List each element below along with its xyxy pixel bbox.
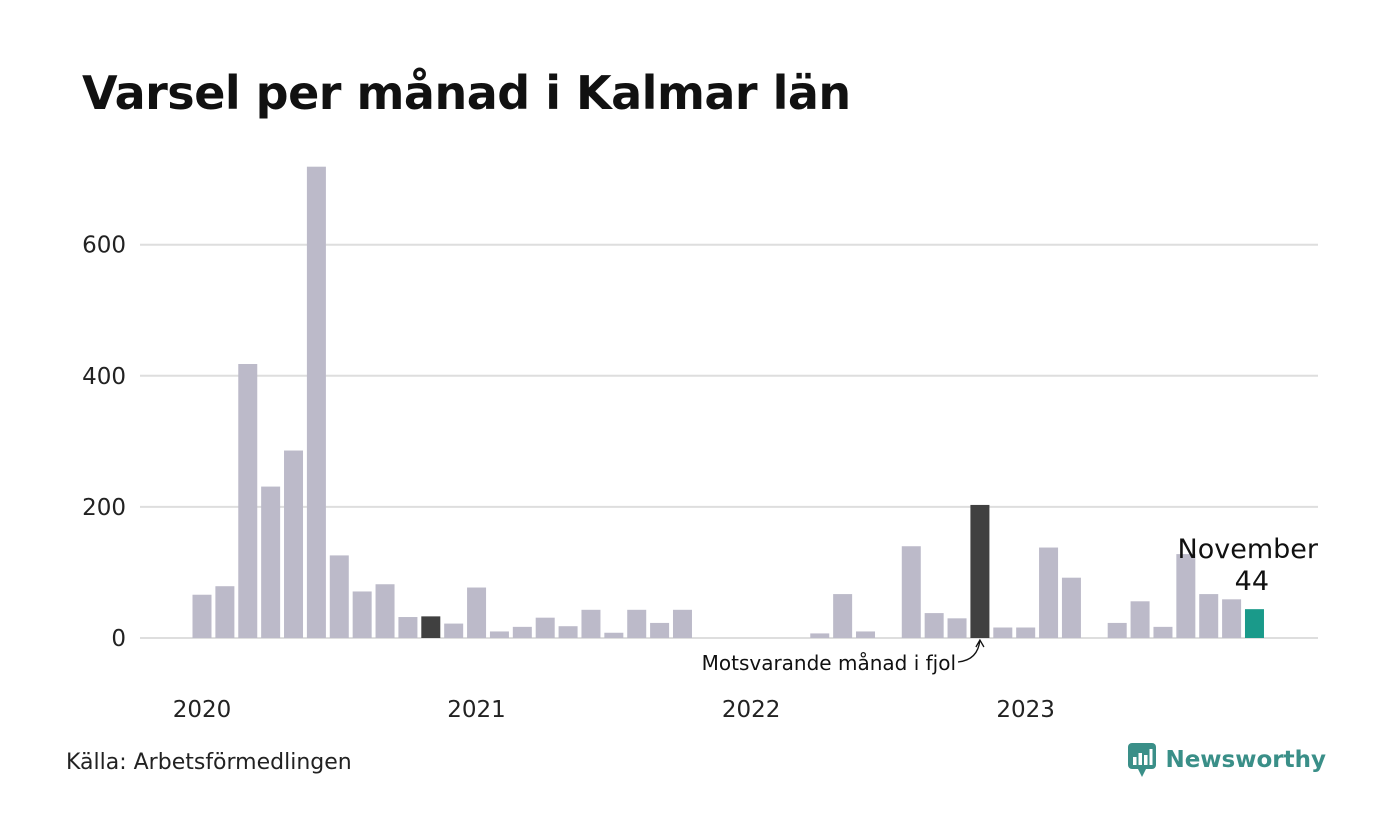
- bar-2022-08: [901, 546, 921, 638]
- bars: [192, 166, 1264, 638]
- bar-2022-11: [970, 504, 990, 638]
- bar-2022-04: [810, 633, 830, 638]
- bar-2023-08: [1176, 554, 1196, 638]
- bar-2023-02: [1039, 547, 1059, 638]
- bar-2021-03: [512, 626, 532, 638]
- bar-2020-05: [284, 450, 304, 638]
- bar-2021-04: [535, 617, 555, 638]
- bar-2023-01: [1016, 627, 1036, 638]
- x-axis-ticks: 2020 2021 2022 2023: [173, 697, 1055, 723]
- y-tick-label-600: 600: [82, 233, 126, 259]
- bar-2020-02: [215, 586, 235, 638]
- bar-2020-08: [352, 591, 372, 638]
- y-tick-label-0: 0: [111, 626, 126, 652]
- bar-2022-05: [833, 594, 853, 638]
- annotations: November 44 Motsvarande månad i fjol: [702, 534, 1319, 675]
- bar-2020-07: [329, 555, 349, 638]
- bar-2023-10: [1222, 599, 1242, 638]
- current-value-label: 44: [1235, 566, 1269, 597]
- comparison-annotation: Motsvarande månad i fjol: [702, 651, 956, 675]
- x-tick-label-2023: 2023: [996, 697, 1055, 723]
- bar-2020-04: [261, 486, 281, 638]
- bar-2023-09: [1199, 594, 1219, 638]
- bar-2020-01: [192, 594, 212, 638]
- bar-2023-11: [1244, 609, 1264, 638]
- bar-2021-09: [650, 622, 670, 638]
- bar-2023-03: [1061, 577, 1081, 638]
- bar-2023-06: [1130, 601, 1150, 638]
- bar-2022-10: [947, 618, 967, 638]
- bar-2020-10: [398, 617, 418, 638]
- bar-2022-09: [924, 613, 944, 638]
- bar-2022-12: [993, 627, 1013, 638]
- y-tick-label-200: 200: [82, 495, 126, 521]
- brand-logo[interactable]: Newsworthy: [1127, 742, 1326, 778]
- bar-2020-11: [421, 616, 441, 638]
- bar-2021-02: [489, 631, 509, 638]
- bar-2023-07: [1153, 626, 1173, 638]
- bar-2021-01: [467, 587, 487, 638]
- source-note: Källa: Arbetsförmedlingen: [66, 750, 352, 775]
- newsworthy-logo-icon: [1128, 743, 1157, 777]
- x-tick-label-2021: 2021: [447, 697, 506, 723]
- current-month-label: November: [1178, 534, 1319, 565]
- bar-2021-05: [558, 626, 578, 638]
- bar-2021-10: [672, 609, 692, 638]
- bar-2021-07: [604, 632, 624, 638]
- bar-2020-12: [444, 623, 464, 638]
- bar-2020-03: [238, 364, 258, 638]
- bar-2021-08: [627, 609, 647, 638]
- brand-name: Newsworthy: [1165, 747, 1326, 773]
- bar-2022-06: [856, 631, 876, 638]
- bar-2023-05: [1107, 622, 1127, 638]
- annotation-arrow: [957, 638, 985, 663]
- chart-title: Varsel per månad i Kalmar län: [82, 66, 851, 120]
- y-axis-ticks: 0 200 400 600: [82, 233, 126, 652]
- bar-2020-09: [375, 584, 395, 638]
- x-tick-label-2020: 2020: [173, 697, 232, 723]
- bar-2021-06: [581, 609, 601, 638]
- bar-2020-06: [306, 166, 326, 638]
- y-tick-label-400: 400: [82, 364, 126, 390]
- x-tick-label-2022: 2022: [722, 697, 781, 723]
- bar-chart: 0 200 400 600 2020 2021 2022 2023 November 44 …: [82, 166, 1319, 723]
